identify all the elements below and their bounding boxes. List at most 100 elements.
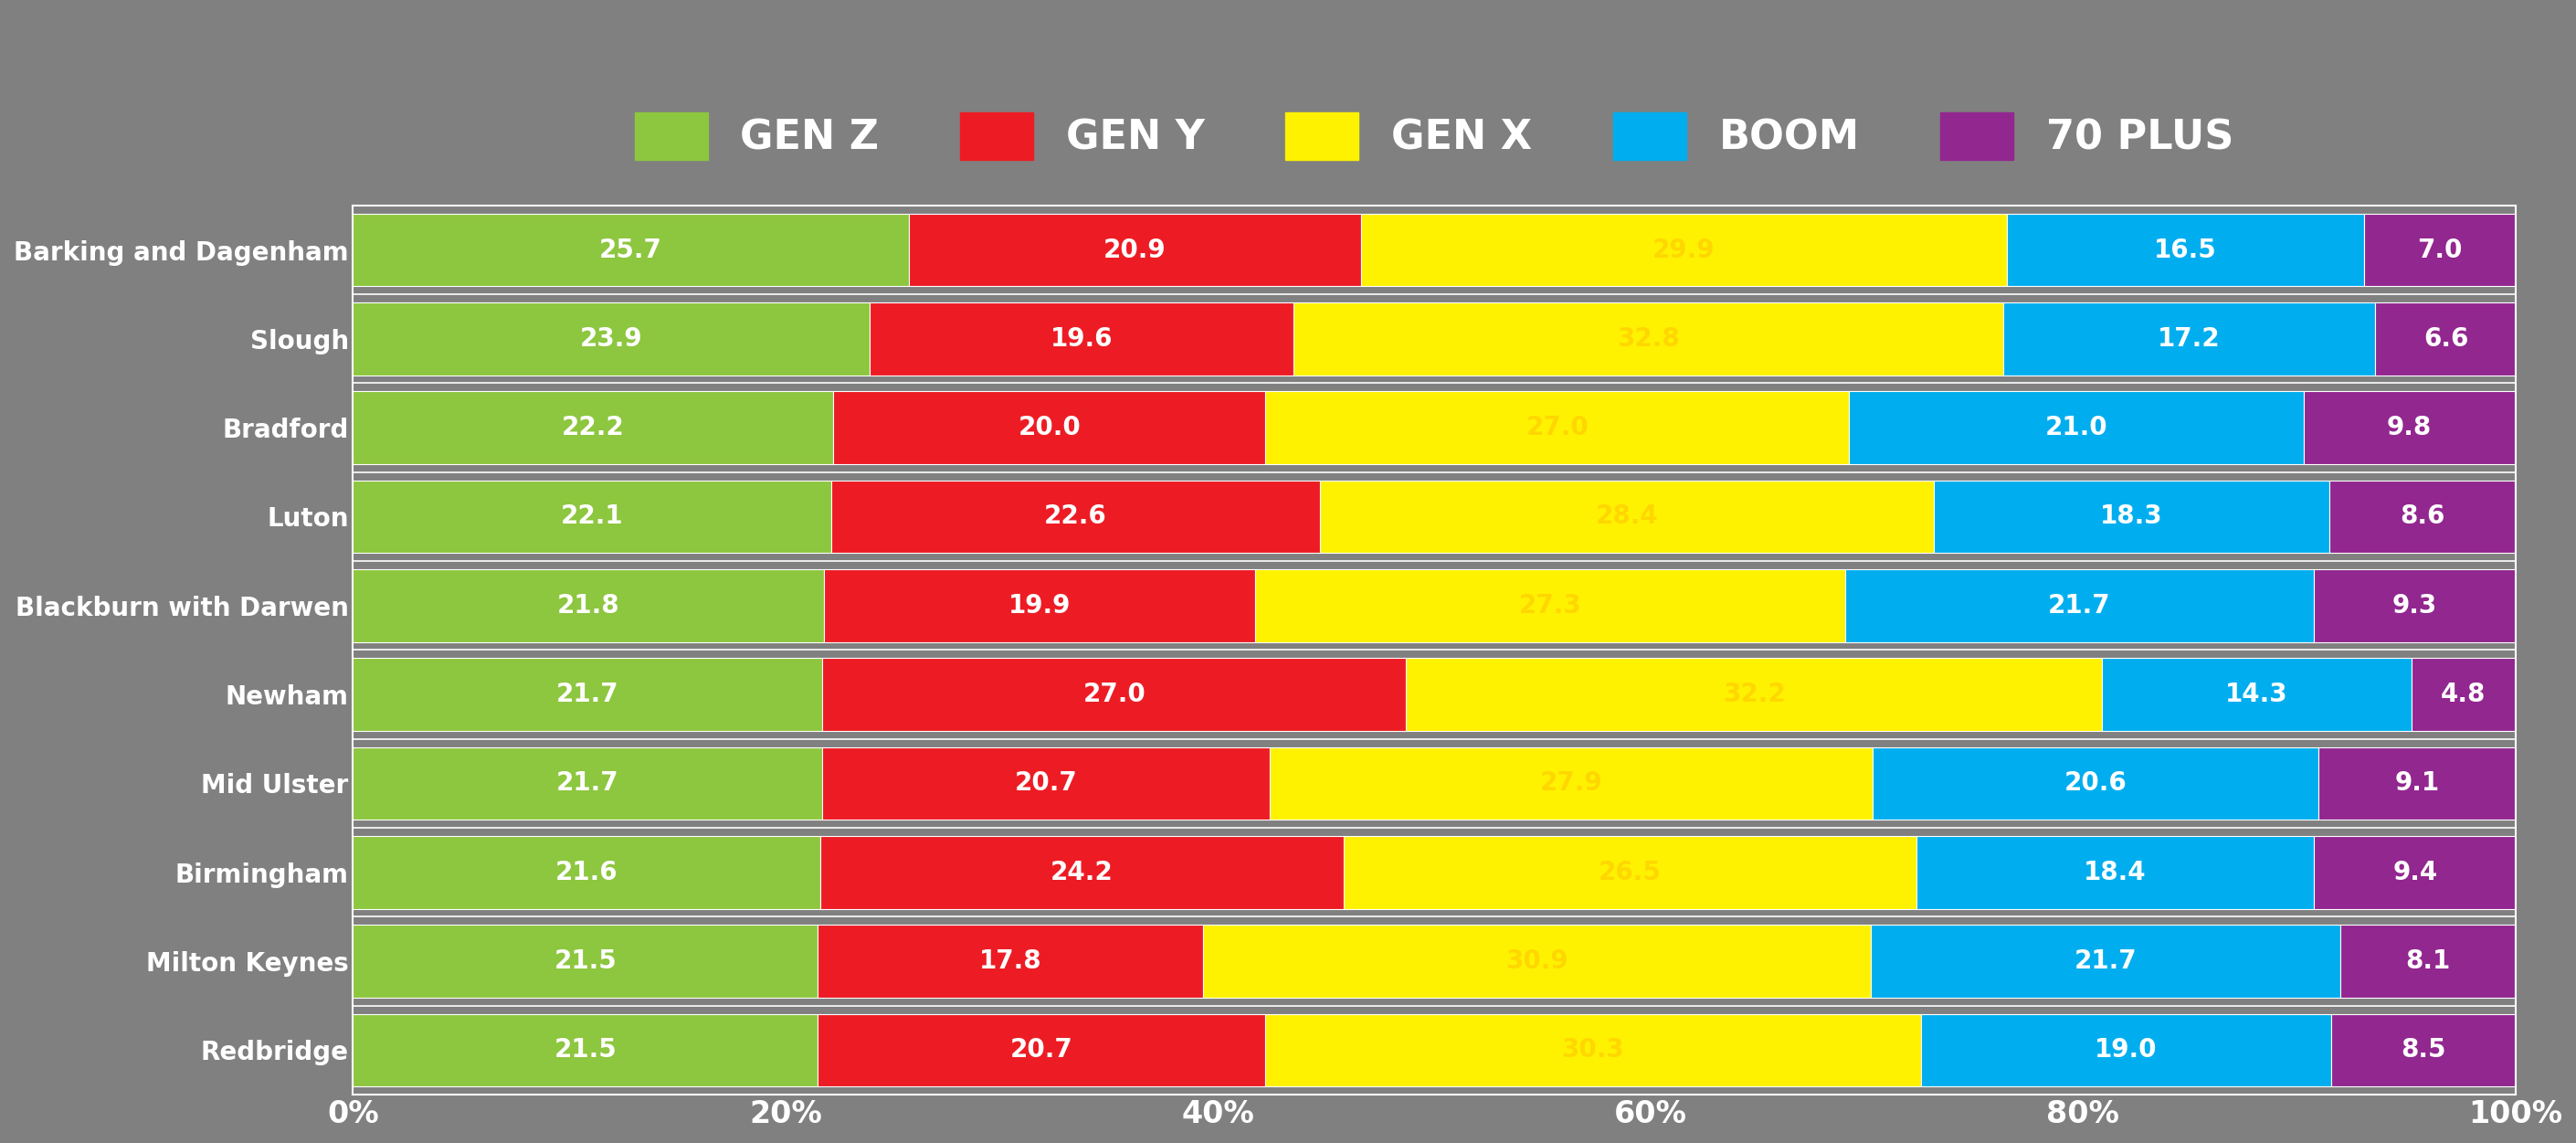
Text: 6.6: 6.6	[2424, 326, 2468, 352]
Text: 9.3: 9.3	[2393, 593, 2437, 618]
Text: 29.9: 29.9	[1654, 237, 1716, 263]
Bar	[1265, 391, 1850, 464]
Text: 20.6: 20.6	[2063, 770, 2128, 797]
Text: 26.5: 26.5	[1597, 860, 1662, 885]
Text: 27.0: 27.0	[1082, 681, 1146, 708]
Bar	[2329, 480, 2514, 553]
Text: 9.1: 9.1	[2396, 770, 2439, 797]
Bar	[2318, 748, 2514, 820]
Bar	[353, 748, 822, 820]
Bar	[2313, 836, 2517, 909]
Text: 8.5: 8.5	[2401, 1038, 2447, 1063]
Bar	[353, 1014, 819, 1087]
Bar	[819, 1014, 1265, 1087]
Bar	[832, 391, 1265, 464]
Bar	[353, 480, 832, 553]
Text: 30.3: 30.3	[1561, 1038, 1625, 1063]
Bar	[822, 658, 1406, 732]
Text: 17.8: 17.8	[979, 949, 1041, 974]
Text: 27.0: 27.0	[1525, 415, 1589, 440]
Bar	[1850, 391, 2303, 464]
Text: 14.3: 14.3	[2226, 681, 2287, 708]
Text: 22.1: 22.1	[562, 504, 623, 529]
Text: 24.2: 24.2	[1051, 860, 1113, 885]
Text: 21.7: 21.7	[2048, 593, 2110, 618]
Bar	[353, 391, 832, 464]
Bar	[1319, 480, 1935, 553]
Text: 8.6: 8.6	[2401, 504, 2445, 529]
Bar	[2102, 658, 2411, 732]
Bar	[2303, 391, 2514, 464]
Bar	[824, 569, 1255, 642]
Text: 21.5: 21.5	[554, 949, 616, 974]
Bar	[2002, 303, 2375, 375]
Text: 7.0: 7.0	[2416, 237, 2463, 263]
Text: 21.8: 21.8	[556, 593, 621, 618]
Bar	[1917, 836, 2313, 909]
Text: 21.6: 21.6	[556, 860, 618, 885]
Text: 18.3: 18.3	[2099, 504, 2164, 529]
Bar	[1270, 748, 1873, 820]
Bar	[1293, 303, 2002, 375]
Text: 25.7: 25.7	[600, 237, 662, 263]
Text: 9.8: 9.8	[2388, 415, 2432, 440]
Bar	[2339, 925, 2514, 998]
Bar	[832, 480, 1319, 553]
Bar	[2007, 214, 2365, 287]
Bar	[353, 303, 871, 375]
Text: 18.4: 18.4	[2084, 860, 2146, 885]
Bar	[1870, 925, 2339, 998]
Bar	[2313, 569, 2514, 642]
Bar	[1255, 569, 1844, 642]
Bar	[1265, 1014, 1922, 1087]
Text: 22.2: 22.2	[562, 415, 623, 440]
Text: 19.6: 19.6	[1051, 326, 1113, 352]
Bar	[909, 214, 1360, 287]
Bar	[2331, 1014, 2514, 1087]
Bar	[2411, 658, 2514, 732]
Bar	[1935, 480, 2329, 553]
Bar	[1360, 214, 2007, 287]
Bar	[1203, 925, 1870, 998]
Bar	[353, 214, 909, 287]
Text: 21.7: 21.7	[2074, 949, 2138, 974]
Text: 23.9: 23.9	[580, 326, 644, 352]
Text: 19.9: 19.9	[1007, 593, 1072, 618]
Bar	[1844, 569, 2313, 642]
Bar	[819, 836, 1342, 909]
Text: 21.0: 21.0	[2045, 415, 2107, 440]
Bar	[871, 303, 1293, 375]
Bar	[353, 836, 819, 909]
Bar	[353, 569, 824, 642]
Text: 21.7: 21.7	[556, 681, 618, 708]
Bar	[1873, 748, 2318, 820]
Bar	[1922, 1014, 2331, 1087]
Text: 32.2: 32.2	[1723, 681, 1785, 708]
Bar	[822, 748, 1270, 820]
Legend: GEN Z, GEN Y, GEN X, BOOM, 70 PLUS: GEN Z, GEN Y, GEN X, BOOM, 70 PLUS	[613, 93, 2254, 179]
Text: 19.0: 19.0	[2094, 1038, 2156, 1063]
Text: 27.9: 27.9	[1540, 770, 1602, 797]
Bar	[353, 658, 822, 732]
Text: 8.1: 8.1	[2406, 949, 2450, 974]
Text: 9.4: 9.4	[2393, 860, 2439, 885]
Text: 16.5: 16.5	[2154, 237, 2218, 263]
Text: 20.7: 20.7	[1015, 770, 1077, 797]
Bar	[1342, 836, 1917, 909]
Bar	[819, 925, 1203, 998]
Text: 17.2: 17.2	[2159, 326, 2221, 352]
Text: 30.9: 30.9	[1504, 949, 1569, 974]
Bar	[1406, 658, 2102, 732]
Bar	[2365, 214, 2514, 287]
Text: 21.7: 21.7	[556, 770, 618, 797]
Text: 21.5: 21.5	[554, 1038, 616, 1063]
Bar	[2375, 303, 2517, 375]
Text: 32.8: 32.8	[1618, 326, 1680, 352]
Text: 22.6: 22.6	[1043, 504, 1108, 529]
Text: 20.7: 20.7	[1010, 1038, 1074, 1063]
Text: 20.0: 20.0	[1018, 415, 1082, 440]
Text: 4.8: 4.8	[2442, 681, 2486, 708]
Bar	[353, 925, 819, 998]
Text: 20.9: 20.9	[1103, 237, 1167, 263]
Text: 27.3: 27.3	[1517, 593, 1582, 618]
